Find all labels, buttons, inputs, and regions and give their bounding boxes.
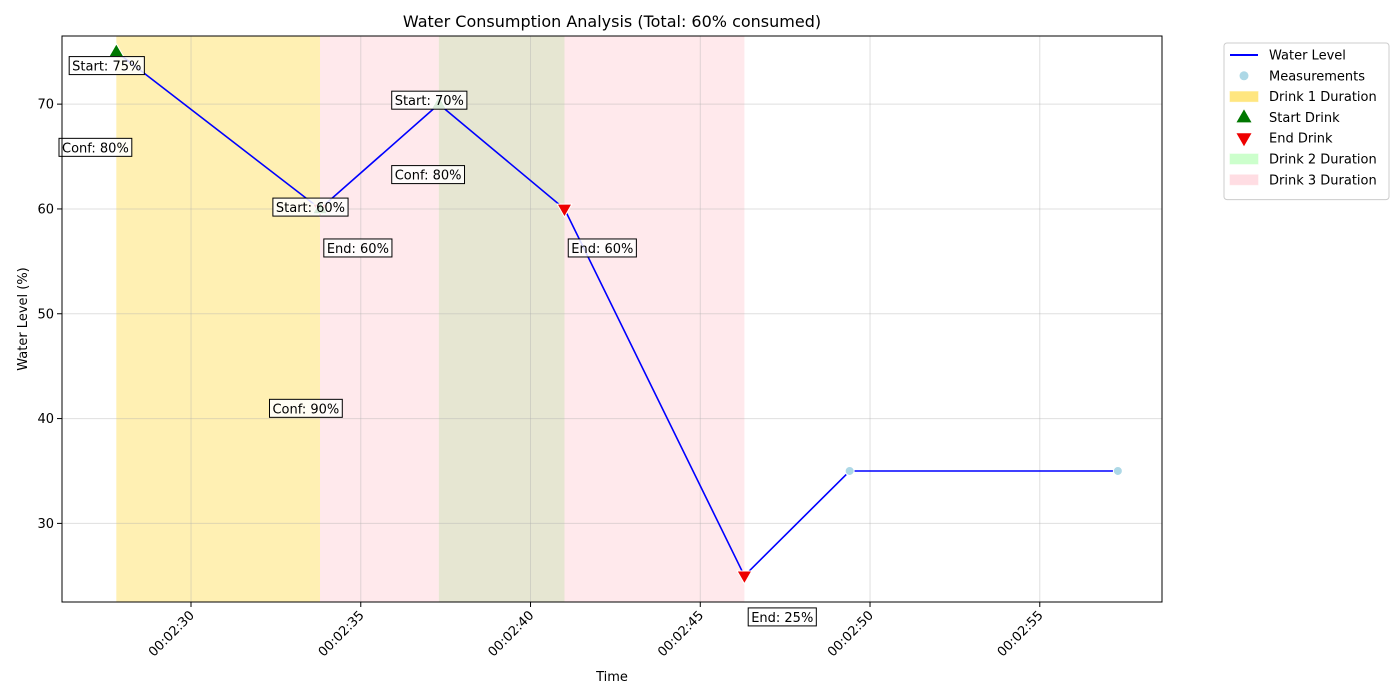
annotations: Start: 75% Conf: 80% Start: 70% Start: 60% C… — [58, 56, 817, 627]
y-axis-label: Water Level (%) — [16, 267, 31, 371]
measurement-point-2 — [1112, 465, 1123, 476]
legend-item-2: Measurements — [1239, 69, 1365, 84]
measurement-point-1 — [844, 465, 855, 476]
legend-label: End Drink — [1269, 132, 1333, 147]
annotation-text: Start: 75% — [72, 60, 141, 75]
annotation-9: End: 25% — [747, 607, 817, 627]
x-tick-label: 00:02:40 — [485, 608, 537, 660]
annotation-box — [747, 607, 817, 627]
y-tick-label: 40 — [37, 412, 54, 427]
x-tick-label: 00:02:55 — [995, 608, 1047, 660]
end-drink-marker-2 — [556, 203, 573, 218]
legend-item-4: Start Drink — [1236, 109, 1340, 126]
annotation-text: Start: 70% — [395, 94, 464, 109]
annotation-7: End: 60% — [567, 238, 637, 258]
legend-label: Drink 2 Duration — [1269, 153, 1377, 168]
legend-triangle-down-icon — [1236, 133, 1252, 147]
annotation-text: Conf: 90% — [272, 402, 339, 417]
y-tick-label: 30 — [37, 517, 54, 532]
annotation-box — [272, 197, 349, 217]
legend-item-6: Drink 2 Duration — [1229, 153, 1377, 168]
annotation-text: Start: 60% — [276, 201, 345, 216]
annotation-box — [68, 56, 145, 76]
x-tick-label: 00:02:30 — [146, 608, 198, 660]
legend-item-1: Water Level — [1230, 49, 1346, 64]
legend-frame — [1223, 42, 1390, 201]
chart-title: Water Consumption Analysis (Total: 60% c… — [403, 12, 821, 31]
legend-item-5: End Drink — [1236, 132, 1333, 147]
annotation-text: Conf: 80% — [395, 169, 462, 184]
annotation-text: End: 60% — [571, 242, 633, 257]
annotation-4: Start: 60% — [272, 197, 349, 217]
legend-label: Drink 1 Duration — [1269, 90, 1377, 105]
legend-patch-swatch — [1229, 91, 1259, 103]
legend-dot-swatch — [1239, 71, 1249, 81]
annotation-box — [391, 165, 466, 185]
y-tick-label: 50 — [37, 307, 54, 322]
legend: Water Level Measurements Drink 1 Duration S… — [1223, 42, 1390, 201]
legend-label: Measurements — [1269, 69, 1365, 84]
x-tick-label: 00:02:45 — [655, 608, 707, 660]
legend-label: Drink 3 Duration — [1269, 173, 1377, 188]
annotation-box — [567, 238, 637, 258]
annotation-5: Conf: 80% — [391, 165, 466, 185]
annotation-text: Conf: 80% — [62, 141, 129, 156]
x-tick-label: 00:02:35 — [316, 608, 368, 660]
y-tick-label: 70 — [37, 98, 54, 113]
annotation-box — [391, 90, 468, 110]
legend-triangle-up-icon — [1236, 109, 1252, 123]
x-tick-label: 00:02:50 — [825, 608, 877, 660]
annotation-text: End: 25% — [751, 611, 813, 626]
span-4 — [564, 36, 745, 602]
span-2 — [320, 36, 439, 602]
end-drink-marker-3 — [736, 570, 753, 585]
legend-patch-swatch — [1229, 153, 1259, 165]
span-3 — [438, 36, 565, 602]
legend-label: Water Level — [1269, 49, 1346, 64]
grid — [62, 36, 1162, 602]
legend-label: Start Drink — [1269, 111, 1340, 126]
annotation-6: End: 60% — [323, 238, 393, 258]
annotation-1: Start: 75% — [68, 56, 145, 76]
annotation-box — [323, 238, 393, 258]
x-axis-label: Time — [595, 670, 628, 685]
span-1 — [116, 36, 321, 602]
legend-item-7: Drink 3 Duration — [1229, 173, 1377, 188]
annotation-text: End: 60% — [327, 242, 389, 257]
legend-item-3: Drink 1 Duration — [1229, 90, 1377, 105]
legend-patch-swatch — [1229, 174, 1259, 186]
annotation-2: Conf: 80% — [58, 137, 133, 157]
annotation-8: Conf: 90% — [268, 398, 343, 418]
plot-frame — [61, 35, 1163, 603]
annotation-box — [268, 398, 343, 418]
annotation-3: Start: 70% — [391, 90, 468, 110]
y-tick-label: 60 — [37, 202, 54, 217]
annotation-box — [58, 137, 133, 157]
duration-spans — [116, 36, 745, 602]
